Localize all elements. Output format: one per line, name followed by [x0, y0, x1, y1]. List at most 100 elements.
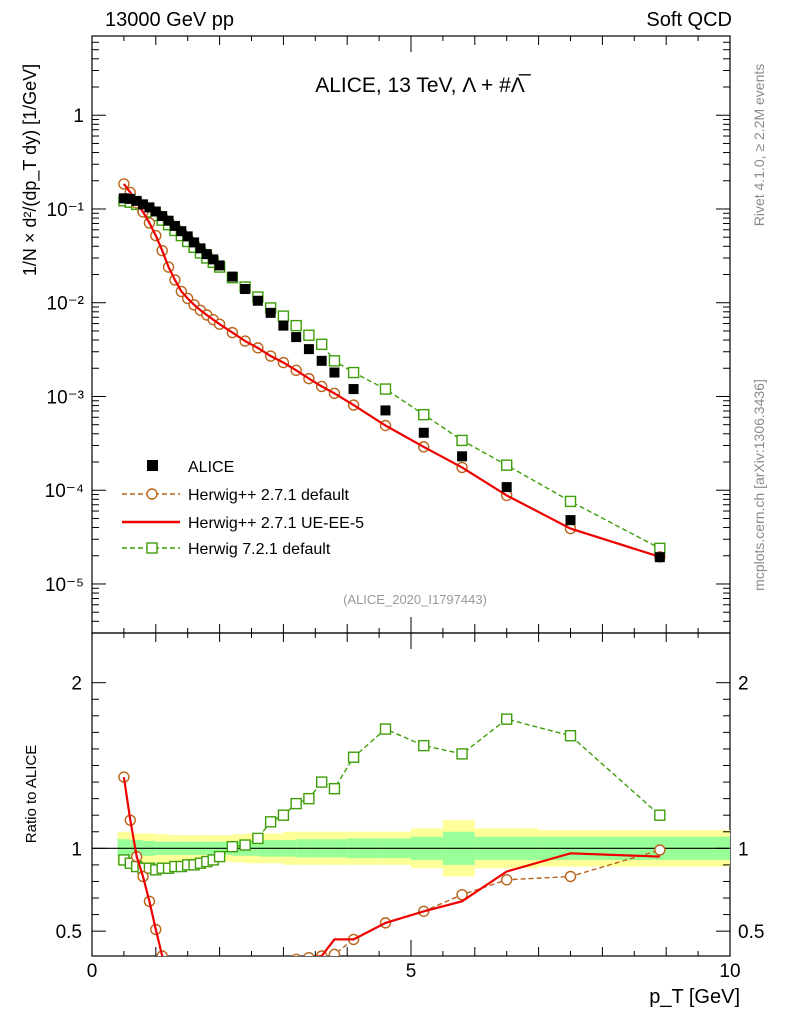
- ratio-herwig271-default-point: [266, 959, 276, 969]
- ratio-herwig721-point: [277, 809, 290, 821]
- ratio-y-tick-label-right: 0.5: [738, 922, 764, 943]
- analysis-id-label: (ALICE_2020_I1797443): [343, 592, 487, 607]
- ratio-herwig721-point: [264, 816, 277, 828]
- alice-data-point: [252, 295, 263, 306]
- ratio-herwig271-default-point: [183, 969, 193, 979]
- alice-data-point: [118, 193, 129, 204]
- herwig721-default-point: [315, 338, 328, 351]
- ratio-herwig271-default-point: [278, 958, 288, 968]
- ratio-herwig721-point: [347, 751, 360, 763]
- main-axis-ticks: 10⁻⁵ 10⁻⁴ 10⁻³ 10⁻² 10⁻¹ 1: [45, 35, 731, 634]
- ratio-herwig271-default-point: [170, 963, 180, 973]
- alice-data-point: [214, 260, 225, 271]
- main-y-tick-label: 10⁻³: [47, 387, 85, 408]
- ratio-herwig271-default-point: [240, 966, 250, 976]
- herwig271-ueee5-line: [123, 183, 661, 558]
- ratio-y-tick-label: 1: [71, 839, 82, 860]
- ratio-herwig271-default-point: [189, 971, 199, 981]
- ratio-herwig721-point: [456, 748, 468, 760]
- ratio-herwig721-point: [418, 739, 430, 752]
- ratio-herwig271-default-point: [291, 953, 301, 956]
- herwig721-default-point: [501, 459, 513, 471]
- ratio-herwig271-default-point: [501, 874, 513, 886]
- alice-data-point: [348, 384, 359, 395]
- ratio-herwig271-default-point: [215, 971, 225, 981]
- ratio-herwig271-default-point: [654, 844, 666, 856]
- herwig721-default-point: [456, 434, 468, 447]
- alice-data-point: [208, 254, 219, 265]
- alice-data-point: [144, 202, 155, 213]
- ratio-herwig721-point: [328, 783, 341, 795]
- ratio-herwig271-default-point: [564, 870, 577, 883]
- alice-data-point: [138, 199, 149, 210]
- legend-h721-default-marker: [146, 542, 158, 554]
- alice-data-point: [303, 344, 314, 355]
- ratio-herwig271-default-point: [303, 951, 315, 956]
- ratio-herwig721-point: [213, 850, 226, 863]
- alice-data-point: [176, 226, 187, 237]
- ratio-herwig721-point: [315, 776, 328, 788]
- ratio-y-tick-label-right: 2: [738, 674, 749, 695]
- alice-data-point: [565, 515, 576, 526]
- ratio-y-tick-label: 0.5: [56, 922, 82, 943]
- ratio-herwig271-default-point: [202, 973, 212, 983]
- alice-data-point: [182, 231, 193, 242]
- main-y-tick-label: 10⁻⁴: [45, 481, 84, 502]
- ratio-x-tick-label: 5: [406, 961, 417, 982]
- ratio-x-tick-label: 0: [87, 961, 98, 982]
- ratio-y-label: Ratio to ALICE: [23, 745, 40, 843]
- herwig721-default-point: [418, 408, 430, 421]
- alice-data-point: [501, 482, 512, 493]
- ratio-y-tick-label: 2: [71, 674, 82, 695]
- ratio-herwig271-default-point: [164, 959, 174, 969]
- alice-data-point: [227, 271, 238, 282]
- ratio-herwig271-default-point: [208, 973, 218, 983]
- legend-label: Herwig++ 2.7.1 default: [188, 487, 350, 504]
- alice-data-point: [131, 195, 142, 206]
- main-y-tick-label: 10⁻⁵: [45, 575, 84, 596]
- legend-label: Herwig 7.2.1 default: [188, 541, 331, 558]
- ratio-content: [92, 713, 730, 983]
- herwig721-default-point: [328, 355, 341, 367]
- alice-data-point: [329, 367, 340, 378]
- ratio-plot-frame: [91, 632, 731, 957]
- herwig721-default-point: [379, 383, 392, 395]
- alice-data-point: [380, 405, 391, 416]
- main-y-tick-label: 10⁻²: [47, 294, 85, 315]
- ratio-herwig721-point: [564, 729, 577, 742]
- alice-data-point: [316, 355, 327, 366]
- side-rivet-label: Rivet 4.1.0, ≥ 2.2M events: [751, 64, 767, 227]
- ratio-herwig271-default-line: [123, 776, 660, 956]
- alice-data-point: [654, 552, 665, 563]
- legend: ALICE Herwig++ 2.7.1 default Herwig++ 2.7.…: [122, 459, 364, 558]
- ratio-axis-ticks: 0.5 0.5 1 1 2 2 0 5 10: [56, 633, 764, 982]
- ratio-herwig721-point: [303, 792, 315, 805]
- main-plot-layer: 10⁻⁵ 10⁻⁴ 10⁻³ 10⁻² 10⁻¹ 1: [45, 35, 731, 634]
- main-y-tick-label: 10⁻¹: [47, 200, 85, 221]
- ratio-herwig271-ueee5-line: [122, 776, 660, 956]
- alice-data-point: [125, 193, 136, 204]
- legend-h271-default-marker: [146, 488, 158, 500]
- ratio-herwig721-point: [379, 723, 392, 735]
- legend-label: Herwig++ 2.7.1 UE-EE-5: [188, 515, 364, 532]
- header-right: Soft QCD: [646, 9, 732, 31]
- alice-data-point: [189, 237, 200, 248]
- alice-data-point: [157, 211, 168, 222]
- alice-data-point: [163, 215, 174, 226]
- ratio-herwig721-point: [290, 797, 302, 810]
- ratio-x-tick-label: 10: [719, 961, 740, 982]
- alice-data-point: [150, 206, 161, 217]
- alice-data-point: [418, 427, 429, 438]
- legend-alice-marker: [147, 460, 158, 471]
- alice-data-point: [240, 284, 251, 295]
- alice-data-point: [169, 220, 180, 231]
- main-title: ALICE, 13 TeV, Λ + #Λ̅: [315, 74, 532, 97]
- ratio-herwig721-point: [501, 713, 513, 725]
- ratio-herwig271-default-point: [328, 948, 341, 956]
- herwig721-default-point: [277, 310, 290, 322]
- ratio-herwig271-default-point: [227, 969, 237, 979]
- herwig721-default-point: [303, 329, 315, 341]
- herwig721-default-point: [347, 366, 360, 379]
- alice-data-point: [278, 320, 289, 331]
